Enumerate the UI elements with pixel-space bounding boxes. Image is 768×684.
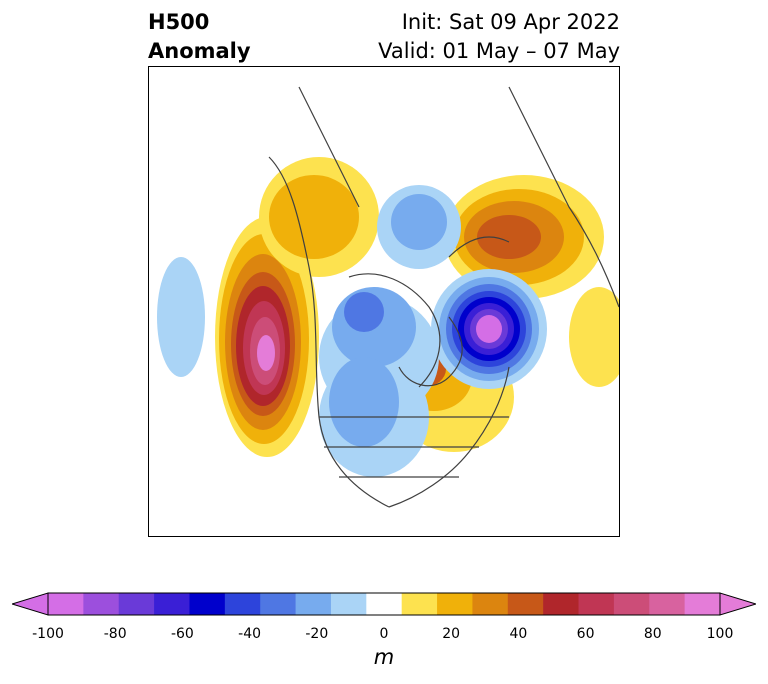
map-title: H500 Anomaly [148,8,251,66]
colorbar-cell [401,593,438,615]
colorbar-tick-label: 40 [509,626,528,642]
colorbar-max-arrow [719,592,756,616]
colorbar-tick-label: -80 [103,626,127,642]
colorbar-cell [189,593,226,615]
colorbar-tick-label: -20 [305,626,329,642]
ridge-north-canada [259,157,379,277]
colorbar-cell [507,593,544,615]
colorbar-cell [649,593,686,615]
colorbar-tick-label: 20 [442,626,461,642]
colorbar-cell [330,593,367,615]
colorbar-cell [472,593,509,615]
colorbar-cell [295,593,332,615]
map-svg [157,86,619,508]
title-h500: H500 [148,10,210,34]
map-dates: Init: Sat 09 Apr 2022 Valid: 01 May – 07… [378,8,620,66]
coastlines [268,86,619,508]
ridge-west-coast [215,217,319,457]
colorbar-unit: m [373,645,395,669]
colorbar-tick-label: -60 [170,626,194,642]
colorbar-cell [154,593,190,615]
colorbar-cell [437,593,473,615]
colorbar-cell [118,593,155,615]
anomaly-map [148,66,620,537]
colorbar-cell [260,593,297,615]
colorbar-tick-label: 0 [379,626,389,642]
colorbar-cell [224,593,261,615]
colorbar-tick-label: 100 [706,626,734,642]
colorbar-cell [366,593,403,615]
ridge-russia [444,175,619,387]
colorbar-cell [83,593,120,615]
trough-canada [319,287,439,477]
init-date: Init: Sat 09 Apr 2022 [401,10,620,34]
valid-range: Valid: 01 May – 07 May [378,39,620,63]
colorbar-tick-label: 60 [576,626,595,642]
colorbar-tick-label: -40 [238,626,262,642]
colorbar-frame [47,592,721,616]
trough-polar [377,185,461,269]
title-anomaly: Anomaly [148,39,251,63]
colorbar-cell [543,593,580,615]
colorbar-tick-label: -100 [32,626,64,642]
trough-north-atlantic [431,269,547,389]
colorbar-cell [48,593,84,615]
trough-pacific [157,257,205,377]
colorbar-cell [578,593,615,615]
colorbar-cell [613,593,650,615]
colorbar [12,592,756,616]
colorbar-tick-label: 80 [643,626,662,642]
colorbar-min-arrow [12,592,49,616]
colorbar-cell [684,593,721,615]
